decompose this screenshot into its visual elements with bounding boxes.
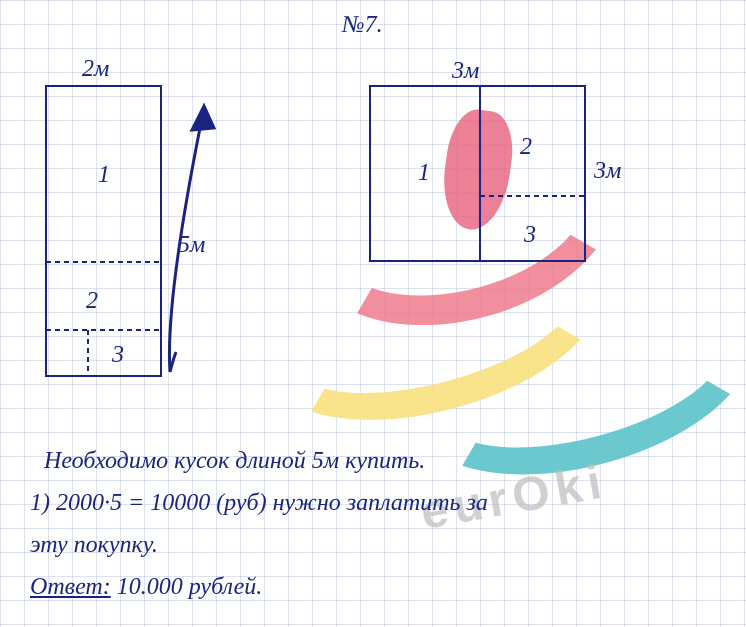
- fig-right-region-3: 3: [524, 222, 536, 249]
- answer-label: Ответ:: [30, 574, 111, 600]
- solution-line-3: эту покупку.: [30, 526, 158, 564]
- solution-line-1: Необходимо кусок длиной 5м купить.: [44, 442, 425, 480]
- fig-right-region-2: 2: [520, 134, 532, 161]
- watermark-blob: [437, 106, 518, 234]
- problem-number: №7.: [342, 12, 383, 39]
- fig-right-dim-top: 3м: [452, 58, 479, 85]
- answer-value: 10.000 рублей.: [117, 574, 263, 600]
- answer-line: Ответ: 10.000 рублей.: [30, 568, 262, 606]
- fig-left-dim-top: 2м: [82, 56, 109, 83]
- fig-left-region-2: 2: [86, 288, 98, 315]
- fig-right-dim-right: 3м: [594, 158, 621, 185]
- solution-line-2: 1) 2000·5 = 10000 (руб) нужно заплатить …: [30, 484, 488, 522]
- fig-left-region-1: 1: [98, 162, 110, 189]
- fig-left-region-3: 3: [112, 342, 124, 369]
- fig-right-region-1: 1: [418, 160, 430, 187]
- watermark-swoosh-teal: [394, 253, 746, 508]
- watermark-swoosh-yellow: [244, 203, 621, 453]
- fig-left-dim-right: 5м: [178, 232, 205, 259]
- graph-paper: eurOki №7. 2м 1 2 3 5м 3м 3м 1 2 3: [0, 0, 746, 627]
